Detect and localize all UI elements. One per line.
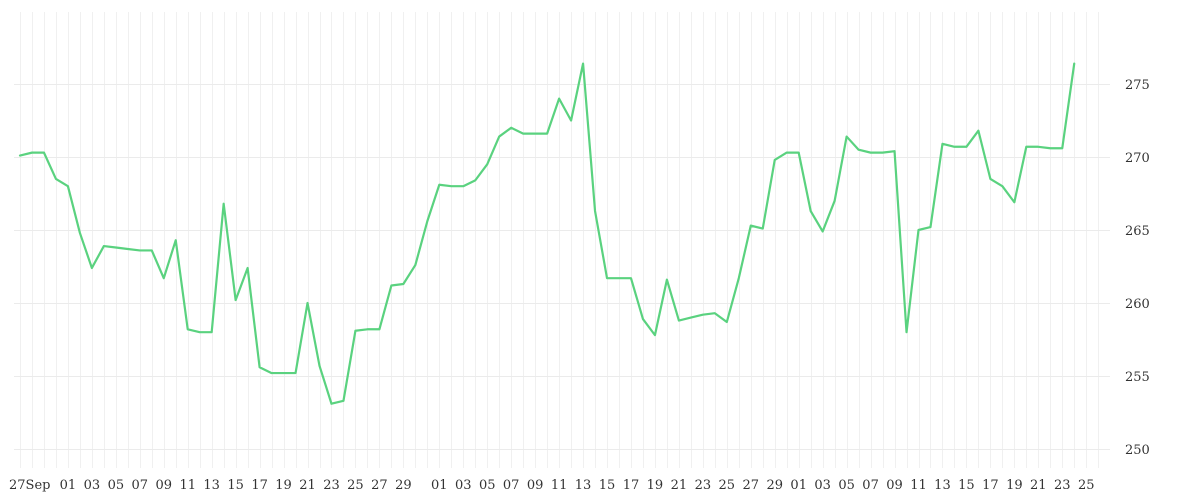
y-tick-label: 265 <box>1125 224 1150 239</box>
x-tick-label: 25 <box>1078 478 1095 493</box>
x-tick-label: 17 <box>623 478 640 493</box>
x-tick-label: 11 <box>910 478 927 493</box>
x-tick-label: 03 <box>84 478 101 493</box>
x-tick-label: 17 <box>251 478 268 493</box>
x-tick-label: 23 <box>1054 478 1071 493</box>
x-tick-label: 25 <box>719 478 736 493</box>
x-tick-label: 13 <box>575 478 592 493</box>
grid <box>14 12 1110 468</box>
x-tick-label: 17 <box>982 478 999 493</box>
x-tick-label: 19 <box>275 478 292 493</box>
x-tick-label: 07 <box>132 478 149 493</box>
x-tick-label: 21 <box>299 478 316 493</box>
series-line <box>18 62 1076 405</box>
x-tick-label: 13 <box>203 478 220 493</box>
x-tick-label: 09 <box>155 478 172 493</box>
x-tick-label: 01 <box>790 478 807 493</box>
x-tick-label: 05 <box>479 478 496 493</box>
y-tick-label: 250 <box>1125 443 1150 458</box>
x-tick-label: 29 <box>395 478 412 493</box>
x-tick-label: 13 <box>934 478 951 493</box>
x-tick-label: 05 <box>838 478 855 493</box>
x-tick-label: 03 <box>814 478 831 493</box>
x-tick-label: 21 <box>1030 478 1047 493</box>
x-tick-label: 19 <box>1006 478 1023 493</box>
x-tick-label: 01 <box>431 478 448 493</box>
x-tick-label: 09 <box>527 478 544 493</box>
y-axis: 250 255 260 265 270 275 <box>1125 78 1150 458</box>
x-tick-label: 25 <box>347 478 364 493</box>
x-tick-label: 29 <box>766 478 783 493</box>
x-tick-label: 21 <box>671 478 688 493</box>
x-tick-label: 15 <box>599 478 616 493</box>
x-tick-label: 15 <box>227 478 244 493</box>
x-tick-label: 23 <box>323 478 340 493</box>
x-axis: 27Sep 01 03 05 07 09 11 13 15 17 19 21 23 25 27 29 01 03 0… <box>9 478 1094 493</box>
x-tick-label: 05 <box>108 478 125 493</box>
x-tick-label: 27 <box>743 478 760 493</box>
x-tick-label: 03 <box>455 478 472 493</box>
x-tick-label: 19 <box>647 478 664 493</box>
y-tick-label: 270 <box>1125 151 1150 166</box>
x-tick-label: 07 <box>503 478 520 493</box>
series-layer <box>18 62 1076 405</box>
x-tick-label: 27 <box>371 478 388 493</box>
x-tick-label: 23 <box>695 478 712 493</box>
x-tick-label: 09 <box>886 478 903 493</box>
x-tick-label: 27Sep <box>9 478 50 493</box>
y-tick-label: 275 <box>1125 78 1150 93</box>
x-tick-label: 07 <box>862 478 879 493</box>
x-tick-label: 11 <box>551 478 568 493</box>
x-tick-label: 11 <box>179 478 196 493</box>
y-tick-label: 260 <box>1125 297 1150 312</box>
x-tick-label: 15 <box>958 478 975 493</box>
y-tick-label: 255 <box>1125 370 1150 385</box>
x-tick-label: 01 <box>60 478 77 493</box>
